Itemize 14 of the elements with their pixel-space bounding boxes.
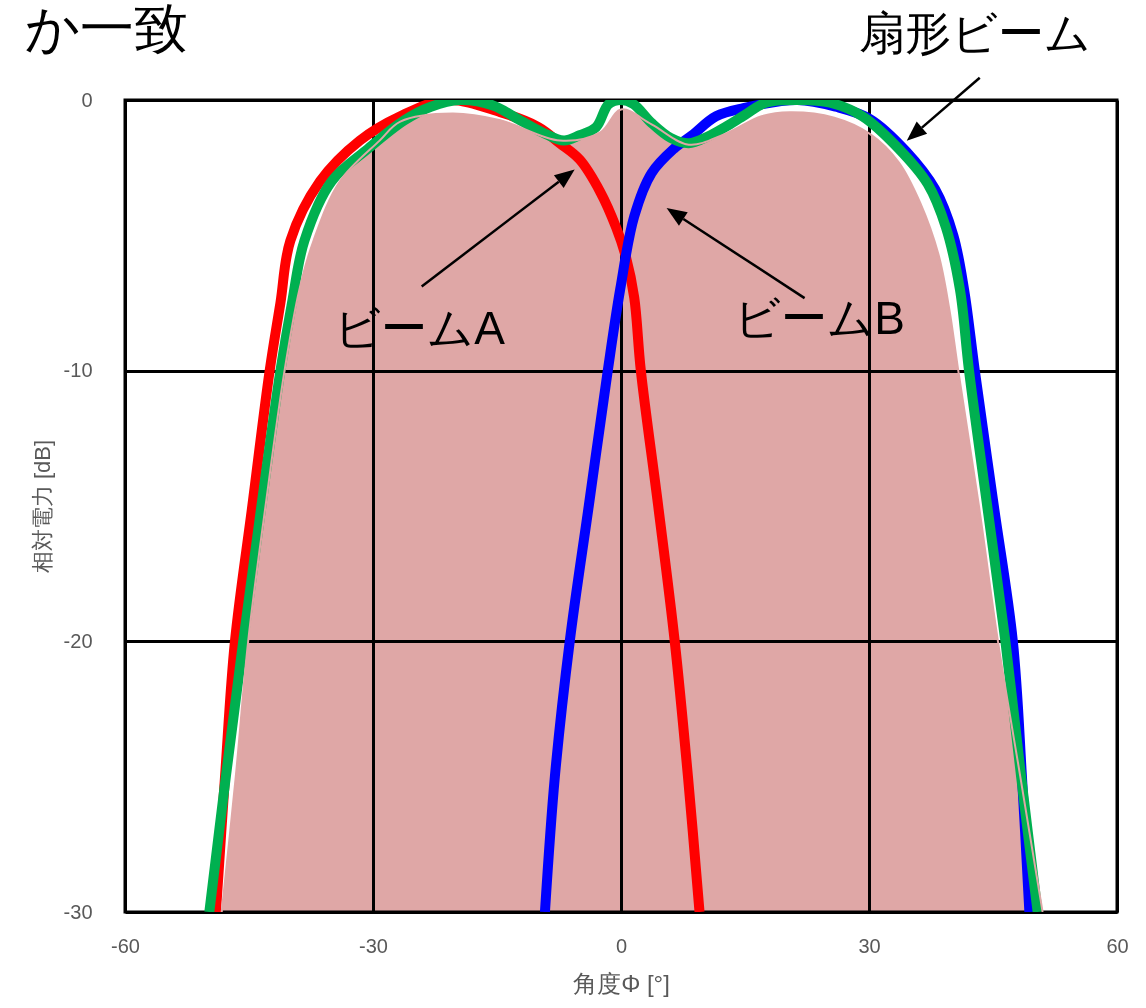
x-tick-label: 30 — [858, 934, 881, 957]
chart-title: か一致 — [25, 0, 188, 58]
series-label: 扇形ビーム — [858, 6, 1091, 59]
x-tick-label: 60 — [1106, 934, 1129, 957]
x-axis-title: 角度Φ [°] — [573, 969, 670, 997]
x-tick-label: -60 — [111, 934, 140, 957]
y-tick-label: -20 — [63, 629, 93, 652]
y-tick-label: -30 — [63, 900, 93, 923]
series-label: ビームB — [734, 292, 905, 345]
x-tick-label: 0 — [615, 934, 628, 957]
y-tick-label: -10 — [63, 359, 93, 382]
y-axis-title: 相対電力 [dB] — [29, 439, 55, 574]
y-tick-label: 0 — [81, 88, 93, 111]
x-tick-label: -30 — [359, 934, 388, 957]
